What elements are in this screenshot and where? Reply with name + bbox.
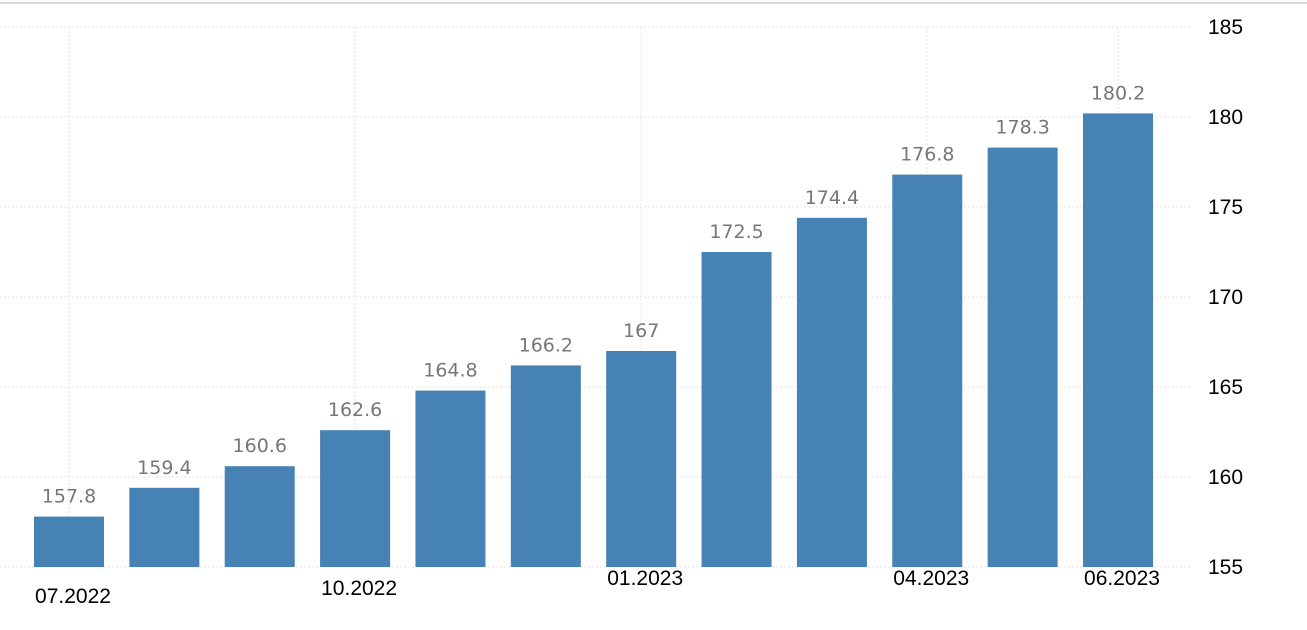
x-axis: 07.2022 10.2022 01.2023 04.2023 06.2023	[35, 567, 1160, 608]
y-tick-label: 175	[1208, 196, 1243, 219]
bar	[415, 390, 486, 567]
x-tick-label: 07.2022	[35, 585, 111, 608]
data-label: 176.8	[900, 144, 954, 166]
data-label: 164.8	[423, 360, 477, 382]
data-label: 167	[623, 320, 659, 342]
data-label: 160.6	[233, 435, 287, 457]
data-label: 174.4	[805, 187, 859, 209]
bar	[987, 147, 1058, 567]
bar	[510, 365, 581, 567]
x-tick-label: 01.2023	[607, 567, 683, 590]
data-label: 157.8	[42, 486, 96, 508]
y-tick-label: 165	[1208, 376, 1243, 399]
y-tick-label: 160	[1208, 466, 1243, 489]
y-axis: 155 160 165 170 175 180 185	[1208, 16, 1243, 579]
top-border	[0, 2, 1307, 4]
data-label: 159.4	[137, 457, 191, 479]
bar	[892, 174, 963, 567]
y-tick-label: 170	[1208, 286, 1243, 309]
x-tick-label: 04.2023	[893, 567, 969, 590]
data-label: 172.5	[709, 221, 763, 243]
bar	[129, 487, 200, 567]
y-tick-label: 155	[1208, 556, 1243, 579]
data-label: 162.6	[328, 399, 382, 421]
bar	[224, 466, 295, 567]
data-label-layer: 157.8 159.4 160.6 162.6 164.8 166.2 167 172.5 17…	[42, 82, 1145, 507]
x-tick-label: 06.2023	[1084, 567, 1160, 590]
data-label: 178.3	[995, 117, 1049, 139]
data-label: 166.2	[519, 334, 573, 356]
bar	[796, 217, 867, 568]
data-label: 180.2	[1091, 82, 1145, 104]
y-tick-label: 185	[1208, 16, 1243, 39]
bar	[320, 430, 391, 567]
bar	[701, 252, 772, 567]
x-tick-label: 10.2022	[321, 577, 397, 600]
y-tick-label: 180	[1208, 106, 1243, 129]
bar	[606, 351, 677, 567]
bar	[1083, 113, 1153, 568]
bar	[34, 516, 104, 567]
bar-layer	[34, 113, 1153, 568]
